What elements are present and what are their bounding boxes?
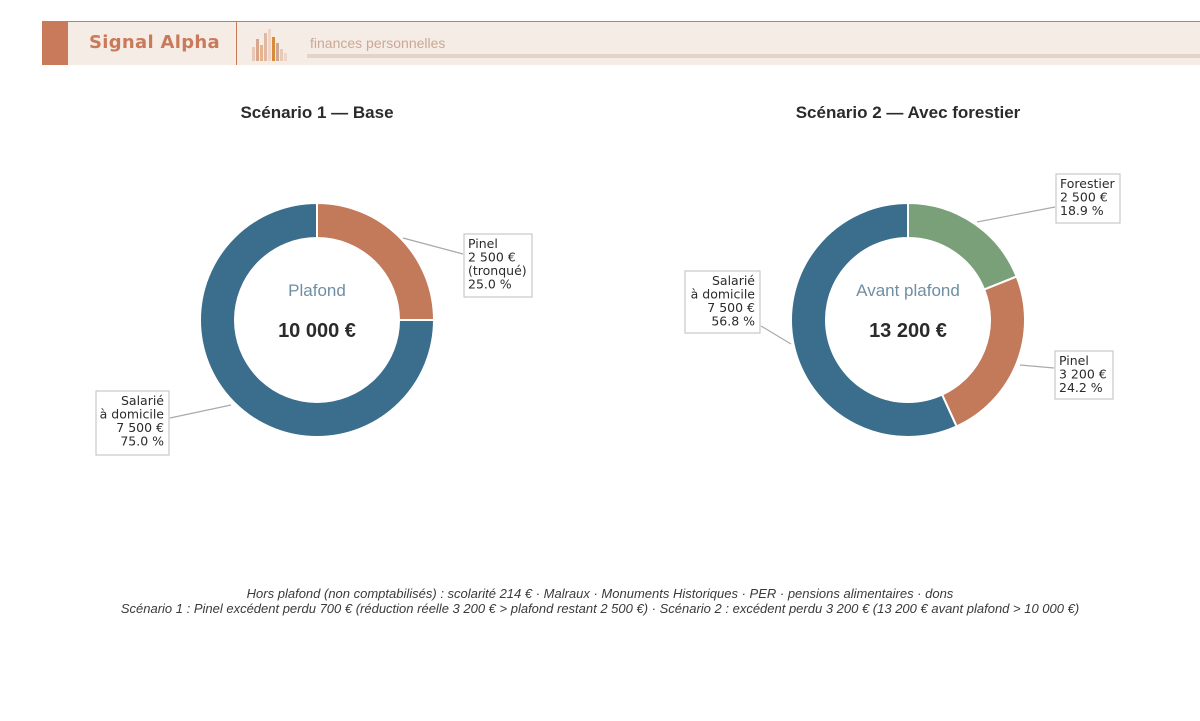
center-label: Avant plafond [856,281,960,300]
slice-label-line: 2 500 € [1060,190,1108,205]
footnote-scenarios: Scénario 1 : Pinel excédent perdu 700 € … [120,601,1080,616]
slice-label-line: 2 500 € [468,250,516,265]
slice-label-line: 56.8 % [711,314,755,329]
slice-label-box [1055,173,1121,224]
bar-chart-logo-icon [252,29,287,61]
slice-label-line: à domicile [100,407,165,422]
slice-pinel [316,201,436,321]
slice-salari-domicile [199,201,436,438]
donut-chart-2: Scénario 2 — Avec forestier Avant plafond… [684,103,1121,438]
slice-label-line: (tronqué) [468,263,527,278]
header-divider [236,22,237,65]
leader-line [976,206,1056,223]
slice-label-line: Salarié [121,393,164,408]
center-label: Plafond [288,281,346,300]
slice-label-line: Pinel [468,236,498,251]
slice-label-line: 7 500 € [707,300,755,315]
slice-label-box [684,270,761,334]
chart-title: Scénario 1 — Base [240,103,393,122]
leader-line [760,325,792,345]
slice-label-line: 24.2 % [1059,380,1103,395]
slice-label-line: Pinel [1059,353,1089,368]
header-banner: Signal Alpha finances personnelles [42,21,1200,65]
chart-title: Scénario 2 — Avec forestier [796,103,1021,122]
slice-label-line: 3 200 € [1059,367,1107,382]
leader-line [1019,364,1055,369]
brand-name: Signal Alpha [89,32,220,53]
header-tagline: finances personnelles [310,35,446,51]
leader-line [402,237,464,255]
center-value: 10 000 € [278,320,356,342]
footnote-excluded: Hors plafond (non comptabilisés) : scola… [246,586,954,601]
slice-label-box [1054,350,1114,400]
slice-label-line: Forestier [1060,176,1116,191]
slice-label-line: 25.0 % [468,277,512,292]
header-rule [307,54,1200,58]
header-accent-bar [42,22,68,65]
slice-label-box [463,233,533,298]
slice-salari-domicile [790,201,958,438]
slice-label-line: 75.0 % [120,434,164,449]
slice-label-line: 7 500 € [116,420,164,435]
slice-label-line: Salarié [712,273,755,288]
slice-label-line: 18.9 % [1060,203,1104,218]
slice-forestier [907,201,1018,291]
slice-label-line: à domicile [691,287,756,302]
slice-label-box [95,390,170,456]
center-value: 13 200 € [869,320,947,342]
leader-line [169,404,232,419]
